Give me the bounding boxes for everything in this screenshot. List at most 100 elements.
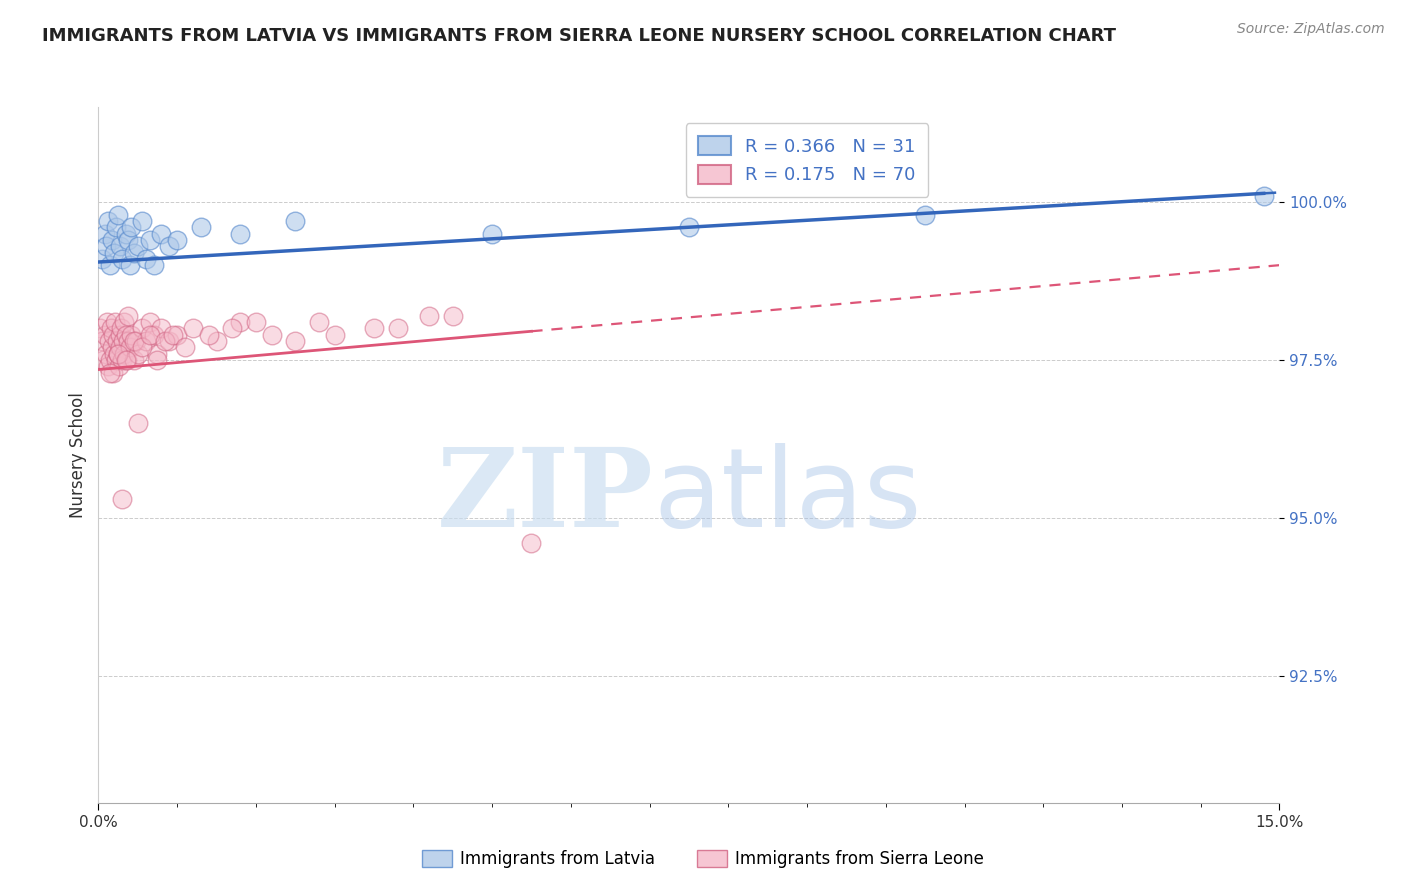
Point xyxy=(197,327,219,342)
Point xyxy=(308,315,330,329)
Point xyxy=(520,536,543,550)
Point xyxy=(104,353,127,368)
Point xyxy=(138,233,160,247)
Point xyxy=(387,321,409,335)
Point xyxy=(146,353,169,368)
Point xyxy=(98,366,121,380)
Point xyxy=(111,353,134,368)
Legend: Immigrants from Latvia, Immigrants from Sierra Leone: Immigrants from Latvia, Immigrants from … xyxy=(415,843,991,875)
Point xyxy=(166,327,188,342)
Point xyxy=(121,220,143,235)
Point xyxy=(117,309,139,323)
Point xyxy=(90,334,112,348)
Y-axis label: Nursery School: Nursery School xyxy=(69,392,87,518)
Point xyxy=(97,359,120,374)
Point xyxy=(98,258,121,272)
Point xyxy=(284,334,307,348)
Point xyxy=(150,321,173,335)
Point xyxy=(107,347,129,361)
Point xyxy=(100,321,122,335)
Point xyxy=(441,309,464,323)
Point xyxy=(135,334,157,348)
Point xyxy=(363,321,385,335)
Point xyxy=(93,227,115,241)
Point xyxy=(138,315,160,329)
Point xyxy=(97,214,120,228)
Point xyxy=(284,214,307,228)
Point xyxy=(89,321,111,335)
Point xyxy=(142,327,165,342)
Point xyxy=(131,321,153,335)
Point xyxy=(112,315,135,329)
Point xyxy=(118,258,141,272)
Point xyxy=(108,327,131,342)
Point xyxy=(98,353,121,368)
Point xyxy=(914,208,936,222)
Point xyxy=(205,334,228,348)
Text: atlas: atlas xyxy=(654,443,922,550)
Point xyxy=(104,315,127,329)
Point xyxy=(101,340,124,354)
Point xyxy=(122,245,145,260)
Point xyxy=(155,334,177,348)
Point xyxy=(122,334,145,348)
Point xyxy=(122,353,145,368)
Point xyxy=(117,233,139,247)
Point xyxy=(418,309,440,323)
Point xyxy=(98,334,121,348)
Point xyxy=(107,347,129,361)
Point xyxy=(260,327,283,342)
Point xyxy=(104,220,127,235)
Point xyxy=(229,227,252,241)
Point xyxy=(115,353,138,368)
Point xyxy=(157,334,180,348)
Point xyxy=(150,227,173,241)
Point xyxy=(111,252,134,266)
Point xyxy=(190,220,212,235)
Point xyxy=(105,334,128,348)
Point xyxy=(111,492,134,507)
Point xyxy=(96,347,118,361)
Point xyxy=(91,353,114,368)
Point xyxy=(131,214,153,228)
Point xyxy=(91,252,114,266)
Point xyxy=(110,340,132,354)
Point xyxy=(166,233,188,247)
Point xyxy=(115,227,138,241)
Point xyxy=(112,347,135,361)
Point xyxy=(96,239,118,253)
Point xyxy=(323,327,346,342)
Point xyxy=(117,334,139,348)
Point xyxy=(93,327,115,342)
Point xyxy=(103,245,125,260)
Point xyxy=(127,347,149,361)
Point xyxy=(103,347,125,361)
Point xyxy=(481,227,503,241)
Point xyxy=(221,321,243,335)
Point xyxy=(181,321,204,335)
Text: Source: ZipAtlas.com: Source: ZipAtlas.com xyxy=(1237,22,1385,37)
Point xyxy=(110,321,132,335)
Point xyxy=(157,239,180,253)
Point xyxy=(103,327,125,342)
Point xyxy=(115,327,138,342)
Point xyxy=(174,340,197,354)
Point xyxy=(111,334,134,348)
Point xyxy=(110,239,132,253)
Point xyxy=(121,327,143,342)
Text: IMMIGRANTS FROM LATVIA VS IMMIGRANTS FROM SIERRA LEONE NURSERY SCHOOL CORRELATIO: IMMIGRANTS FROM LATVIA VS IMMIGRANTS FRO… xyxy=(42,27,1116,45)
Point xyxy=(108,359,131,374)
Point xyxy=(229,315,252,329)
Point xyxy=(107,208,129,222)
Point xyxy=(146,347,169,361)
Legend: R = 0.366   N = 31, R = 0.175   N = 70: R = 0.366 N = 31, R = 0.175 N = 70 xyxy=(686,123,928,197)
Point xyxy=(1253,188,1275,202)
Point xyxy=(96,315,118,329)
Point xyxy=(127,417,149,431)
Point xyxy=(118,340,141,354)
Point xyxy=(135,252,157,266)
Point xyxy=(142,258,165,272)
Text: ZIP: ZIP xyxy=(437,443,654,550)
Point xyxy=(127,239,149,253)
Point xyxy=(162,327,184,342)
